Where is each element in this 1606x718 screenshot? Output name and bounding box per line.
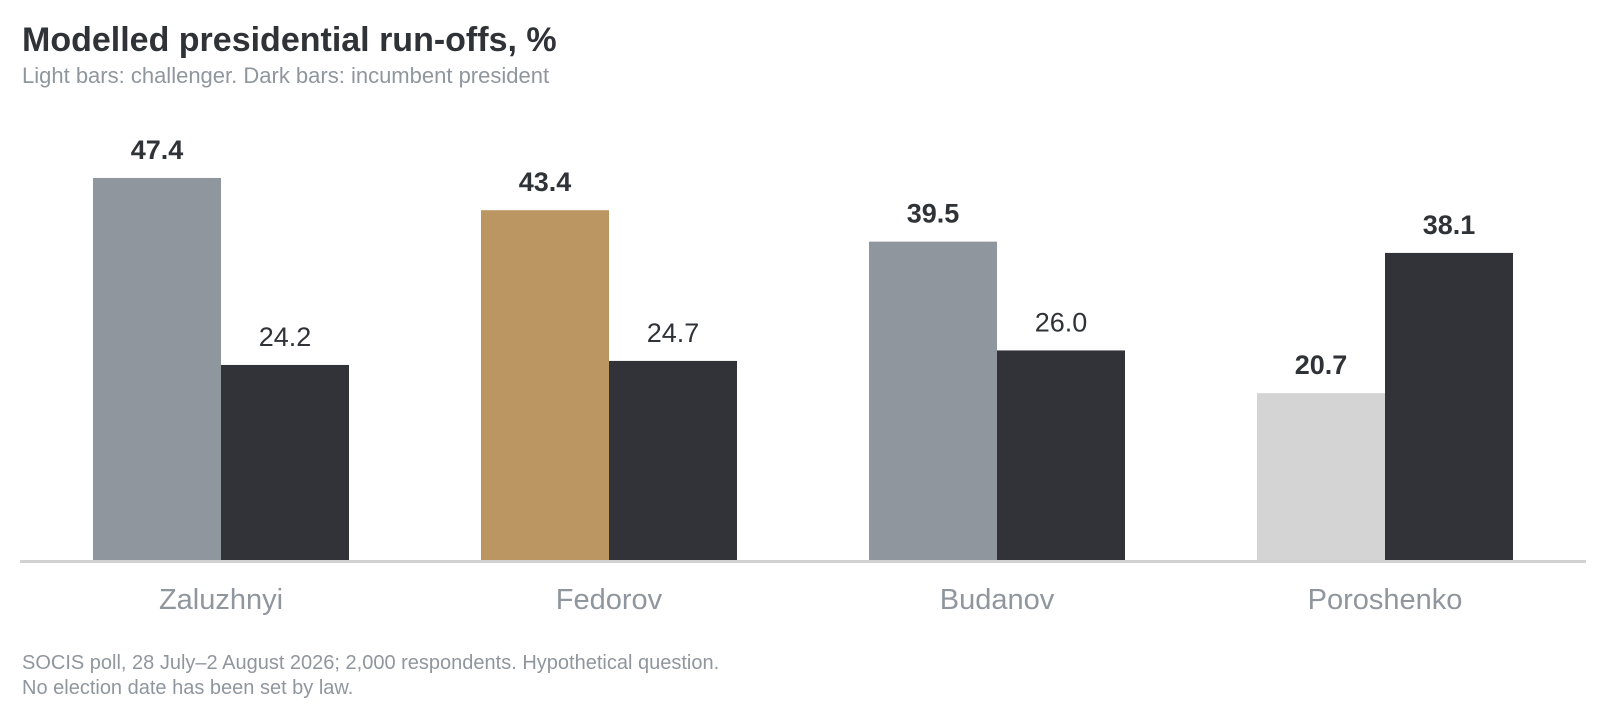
bar-challenger-poroshenko [1257, 393, 1385, 560]
bar-challenger-budanov [869, 241, 997, 560]
category-label-budanov: Budanov [940, 584, 1055, 616]
bar-incumbent-budanov [997, 350, 1125, 560]
category-label-poroshenko: Poroshenko [1308, 584, 1463, 616]
bar-group-poroshenko: 20.7 38.1 Poroshenko [1257, 210, 1513, 616]
bar-incumbent-poroshenko [1385, 252, 1513, 560]
chart-subtitle: Light bars: challenger. Dark bars: incum… [22, 63, 550, 88]
data-label-incumbent-poroshenko: 38.1 [1423, 210, 1476, 240]
bar-incumbent-fedorov [609, 360, 737, 560]
footnote-source: SOCIS poll, 28 July–2 August 2026; 2,000… [22, 652, 720, 674]
data-label-challenger-budanov: 39.5 [907, 199, 960, 229]
data-label-challenger-poroshenko: 20.7 [1295, 350, 1348, 380]
data-label-incumbent-budanov: 26.0 [1035, 307, 1088, 337]
data-label-incumbent-zaluzhnyi: 24.2 [259, 322, 312, 352]
data-label-challenger-fedorov: 43.4 [519, 167, 572, 197]
bar-challenger-zaluzhnyi [93, 177, 221, 560]
bar-group-fedorov: 43.4 24.7 Fedorov [481, 167, 737, 616]
bar-group-zaluzhnyi: 47.4 24.2 Zaluzhnyi [93, 135, 349, 616]
bar-incumbent-zaluzhnyi [221, 364, 349, 560]
category-label-zaluzhnyi: Zaluzhnyi [159, 584, 283, 616]
data-label-challenger-zaluzhnyi: 47.4 [131, 135, 184, 165]
bar-challenger-fedorov [481, 210, 609, 561]
footnote-note: No election date has been set by law. [22, 677, 354, 699]
category-label-fedorov: Fedorov [556, 584, 663, 616]
bar-group-budanov: 39.5 26.0 Budanov [869, 199, 1125, 616]
data-label-incumbent-fedorov: 24.7 [647, 318, 700, 348]
chart-title: Modelled presidential run-offs, % [22, 21, 557, 59]
